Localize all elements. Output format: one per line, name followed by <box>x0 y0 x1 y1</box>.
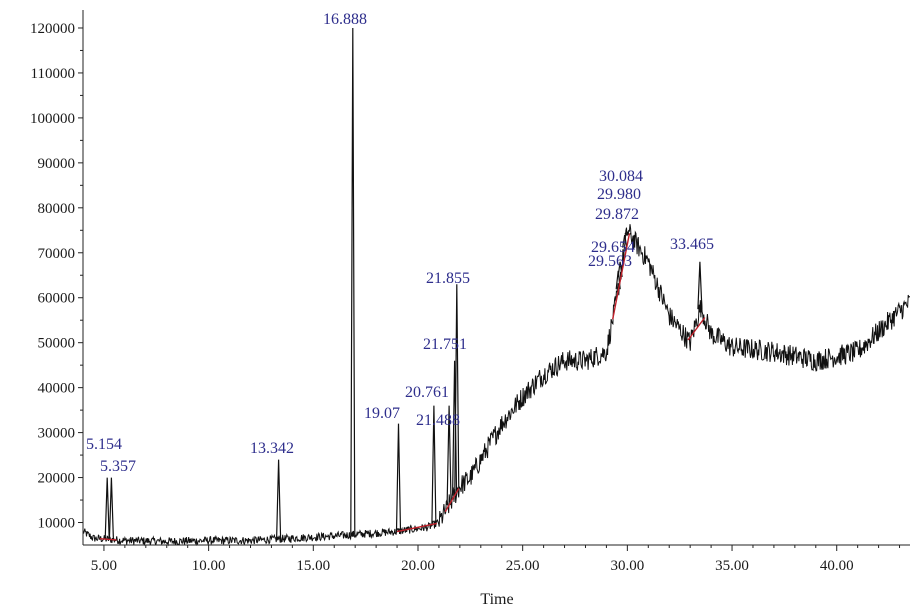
peak-label-5.357: 5.357 <box>100 458 136 475</box>
y-tick-label: 30000 <box>38 426 76 442</box>
peak-21.855 <box>454 284 460 492</box>
y-tick-label: 20000 <box>38 471 76 487</box>
x-axis-title: Time <box>480 591 513 608</box>
peak-label-13.342: 13.342 <box>250 440 294 457</box>
peak-label-20.761: 20.761 <box>405 384 449 401</box>
x-tick-label: 40.00 <box>820 558 854 574</box>
peak-20.761 <box>431 405 437 525</box>
integration-layer <box>99 233 706 541</box>
peak-label-21.751: 21.751 <box>423 336 467 353</box>
y-tick-label: 50000 <box>38 336 76 352</box>
x-tick-label: 35.00 <box>715 558 749 574</box>
peak-label-19.07: 19.07 <box>364 405 400 422</box>
integration-baseline <box>99 538 117 541</box>
peak-33.465 <box>697 261 703 310</box>
integration-baseline <box>444 488 460 513</box>
x-tick-label: 10.00 <box>192 558 226 574</box>
y-tick-label: 100000 <box>30 111 75 127</box>
peak-13.342 <box>276 459 282 540</box>
peak-label-29.563: 29.563 <box>588 253 632 270</box>
integration-baseline <box>612 233 631 320</box>
axes: 10000 20000 30000 40000 50000 60000 70000 80000… <box>30 10 910 574</box>
trace-layer <box>82 27 910 547</box>
integration-baseline <box>687 317 706 341</box>
peak-19.07 <box>395 423 402 532</box>
peak-21.488 <box>446 405 452 506</box>
peak-labels: 5.154 5.357 13.342 16.888 19.07 20.761 21.488 2… <box>86 11 714 475</box>
y-tick-label: 10000 <box>38 516 76 532</box>
x-tick-label: 15.00 <box>296 558 330 574</box>
y-tick-label: 120000 <box>30 21 75 37</box>
y-tick-label: 70000 <box>38 246 76 262</box>
chromatogram-trace <box>82 224 910 547</box>
peak-16.888 <box>350 27 356 535</box>
x-tick-label: 20.00 <box>401 558 435 574</box>
peak-label-5.154: 5.154 <box>86 436 122 453</box>
peak-5.357 <box>108 477 114 540</box>
peak-29.872 <box>622 234 628 248</box>
peak-label-16.888: 16.888 <box>323 11 367 28</box>
y-tick-label: 40000 <box>38 381 76 397</box>
peak-label-29.980: 29.980 <box>597 186 641 203</box>
y-tick-label: 80000 <box>38 201 76 217</box>
x-tick-label: 5.00 <box>91 558 117 574</box>
y-tick-label: 60000 <box>38 291 76 307</box>
peak-5.154 <box>104 477 110 540</box>
integration-baseline <box>396 522 437 533</box>
y-tick-label: 90000 <box>38 156 76 172</box>
x-tick-label: 25.00 <box>506 558 540 574</box>
peak-label-30.084: 30.084 <box>599 168 643 185</box>
peak-label-29.654: 29.654 <box>591 239 635 256</box>
x-tick-label: 30.00 <box>610 558 644 574</box>
peak-label-29.872: 29.872 <box>595 206 639 223</box>
peak-label-21.855: 21.855 <box>426 270 470 287</box>
peak-label-21.488: 21.488 <box>416 412 460 429</box>
peak-label-33.465: 33.465 <box>670 236 714 253</box>
peak-21.751 <box>452 360 458 496</box>
y-tick-label: 110000 <box>31 66 75 82</box>
